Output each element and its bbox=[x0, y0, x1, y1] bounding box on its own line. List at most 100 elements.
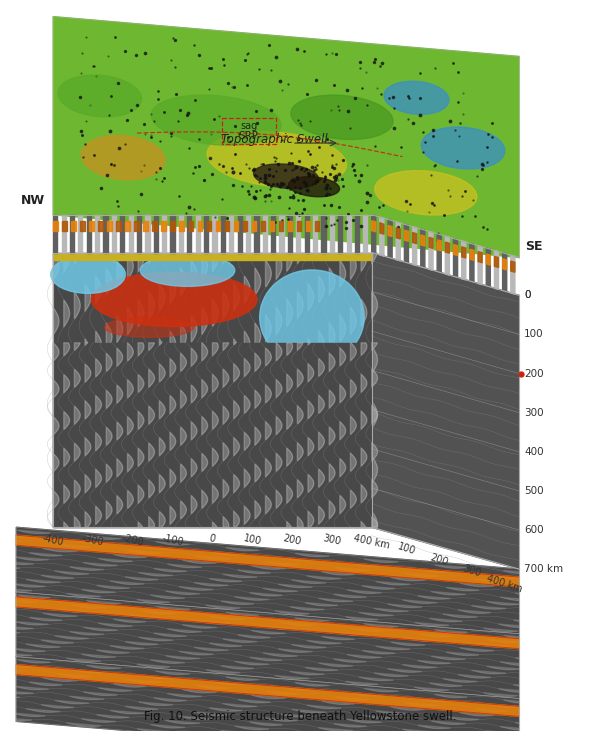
Text: 200: 200 bbox=[429, 552, 449, 567]
Ellipse shape bbox=[421, 127, 505, 169]
Polygon shape bbox=[388, 219, 392, 259]
Polygon shape bbox=[371, 221, 376, 232]
Polygon shape bbox=[86, 215, 91, 253]
Polygon shape bbox=[80, 221, 85, 231]
Polygon shape bbox=[188, 221, 193, 231]
Ellipse shape bbox=[91, 273, 257, 326]
Polygon shape bbox=[470, 243, 474, 282]
Polygon shape bbox=[143, 221, 148, 231]
Polygon shape bbox=[445, 242, 449, 253]
Polygon shape bbox=[196, 215, 200, 253]
Text: 300: 300 bbox=[524, 408, 544, 418]
Polygon shape bbox=[494, 257, 499, 268]
Polygon shape bbox=[454, 245, 458, 256]
Polygon shape bbox=[212, 215, 217, 253]
Polygon shape bbox=[16, 597, 519, 649]
Polygon shape bbox=[271, 215, 275, 253]
Polygon shape bbox=[78, 215, 82, 253]
Text: NW: NW bbox=[21, 194, 45, 207]
Polygon shape bbox=[363, 215, 367, 253]
Polygon shape bbox=[53, 253, 371, 260]
Text: Fig. 10. Seismic structure beneath Yellowstone swell.: Fig. 10. Seismic structure beneath Yello… bbox=[144, 710, 456, 723]
Polygon shape bbox=[486, 254, 490, 265]
Text: 500: 500 bbox=[524, 486, 544, 496]
Polygon shape bbox=[279, 221, 283, 231]
Text: 300: 300 bbox=[461, 563, 482, 578]
Polygon shape bbox=[53, 343, 371, 527]
Text: sag: sag bbox=[240, 121, 257, 131]
Polygon shape bbox=[161, 221, 166, 231]
Text: 400 km: 400 km bbox=[485, 574, 524, 594]
Ellipse shape bbox=[260, 270, 364, 364]
Polygon shape bbox=[107, 221, 112, 231]
Polygon shape bbox=[179, 215, 183, 253]
Polygon shape bbox=[421, 235, 425, 246]
Polygon shape bbox=[152, 221, 157, 231]
Polygon shape bbox=[145, 215, 149, 253]
Polygon shape bbox=[16, 592, 519, 699]
Text: -400: -400 bbox=[41, 533, 65, 548]
Polygon shape bbox=[280, 215, 284, 253]
Polygon shape bbox=[296, 215, 301, 253]
Polygon shape bbox=[89, 221, 94, 231]
Polygon shape bbox=[313, 215, 317, 253]
Polygon shape bbox=[251, 221, 256, 231]
Polygon shape bbox=[288, 215, 292, 253]
Polygon shape bbox=[413, 232, 416, 243]
Text: -200: -200 bbox=[121, 533, 145, 548]
Polygon shape bbox=[53, 17, 519, 257]
Polygon shape bbox=[224, 221, 229, 231]
Polygon shape bbox=[170, 221, 175, 231]
Polygon shape bbox=[204, 215, 208, 253]
Polygon shape bbox=[288, 221, 292, 231]
Polygon shape bbox=[306, 221, 310, 231]
Polygon shape bbox=[396, 222, 400, 261]
Text: -300: -300 bbox=[81, 533, 105, 548]
Polygon shape bbox=[187, 215, 191, 253]
Polygon shape bbox=[71, 221, 76, 231]
Text: 600: 600 bbox=[524, 525, 544, 535]
Polygon shape bbox=[229, 215, 233, 253]
Polygon shape bbox=[437, 234, 441, 273]
Polygon shape bbox=[221, 215, 225, 253]
Text: 200: 200 bbox=[524, 369, 544, 378]
Polygon shape bbox=[16, 535, 519, 587]
Polygon shape bbox=[170, 215, 175, 253]
Ellipse shape bbox=[375, 171, 477, 215]
Polygon shape bbox=[511, 255, 515, 294]
Text: 100: 100 bbox=[396, 542, 416, 556]
Polygon shape bbox=[242, 221, 247, 231]
Polygon shape bbox=[62, 215, 66, 253]
Polygon shape bbox=[355, 215, 359, 253]
Ellipse shape bbox=[291, 95, 393, 139]
Polygon shape bbox=[421, 229, 425, 268]
Polygon shape bbox=[154, 215, 158, 253]
Polygon shape bbox=[315, 221, 319, 231]
Polygon shape bbox=[53, 253, 371, 527]
Polygon shape bbox=[53, 221, 58, 231]
Polygon shape bbox=[112, 215, 116, 253]
Polygon shape bbox=[322, 215, 326, 253]
Polygon shape bbox=[413, 226, 416, 265]
Polygon shape bbox=[347, 215, 351, 253]
Polygon shape bbox=[371, 215, 376, 254]
Polygon shape bbox=[305, 215, 309, 253]
Ellipse shape bbox=[140, 254, 235, 287]
Polygon shape bbox=[197, 221, 202, 231]
Text: 0: 0 bbox=[524, 290, 530, 301]
Ellipse shape bbox=[105, 317, 194, 337]
Polygon shape bbox=[454, 238, 458, 278]
Polygon shape bbox=[238, 215, 242, 253]
Polygon shape bbox=[270, 221, 274, 231]
Polygon shape bbox=[297, 221, 301, 231]
Polygon shape bbox=[16, 527, 519, 634]
Text: SRP: SRP bbox=[239, 131, 259, 141]
Text: 400 km: 400 km bbox=[353, 533, 391, 550]
Ellipse shape bbox=[289, 177, 340, 196]
Text: SE: SE bbox=[525, 240, 542, 253]
Polygon shape bbox=[261, 221, 265, 231]
Polygon shape bbox=[53, 215, 58, 253]
Text: 0: 0 bbox=[524, 290, 530, 301]
Text: -100: -100 bbox=[161, 533, 184, 548]
Polygon shape bbox=[116, 221, 121, 231]
